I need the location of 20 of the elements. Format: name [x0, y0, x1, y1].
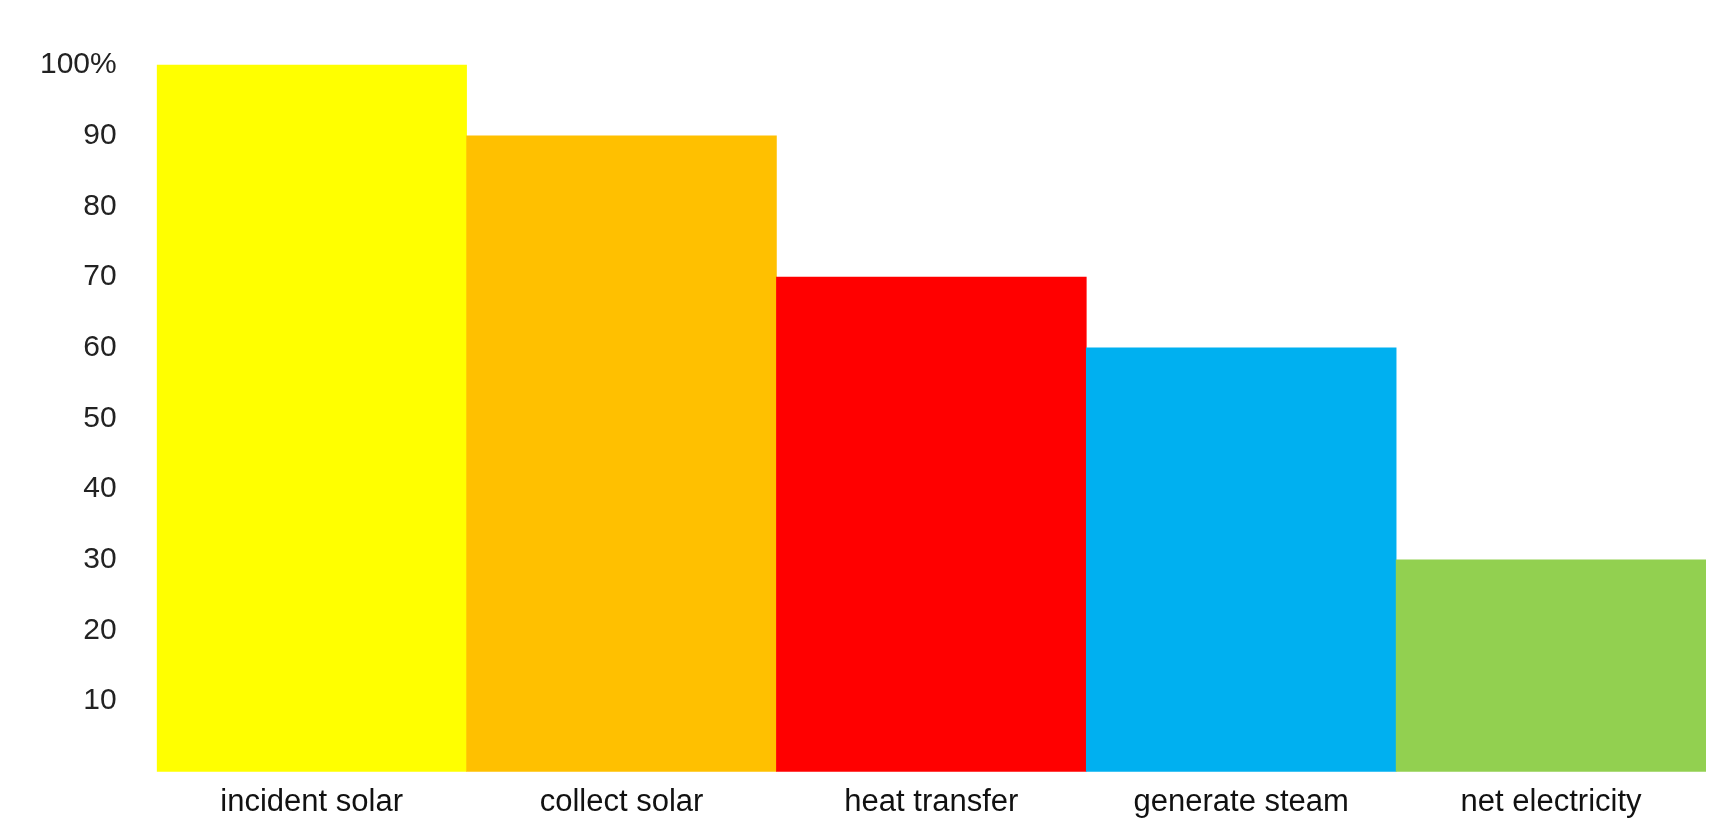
x-tick-label: collect solar — [539, 782, 704, 818]
y-tick-label: 40 — [83, 470, 117, 504]
bar — [466, 135, 777, 772]
x-tick-label: net electricity — [1460, 782, 1643, 818]
bar — [1085, 347, 1397, 772]
y-tick-label: 20 — [83, 611, 117, 645]
y-tick-label: 10 — [83, 682, 117, 716]
x-tick-label: incident solar — [220, 782, 403, 818]
y-tick-label: 80 — [83, 187, 117, 221]
y-tick-label: 50 — [83, 399, 117, 433]
y-tick-label: 30 — [83, 541, 117, 575]
y-tick-label: 60 — [83, 329, 117, 363]
y-tick-label: 90 — [83, 117, 117, 151]
bar — [776, 276, 1087, 772]
bar — [156, 64, 467, 772]
bar — [1395, 559, 1706, 772]
y-tick-label: 70 — [83, 258, 117, 292]
y-tick-label: 100% — [39, 46, 117, 80]
x-tick-label: generate steam — [1133, 782, 1349, 818]
x-tick-label: heat transfer — [844, 782, 1019, 818]
